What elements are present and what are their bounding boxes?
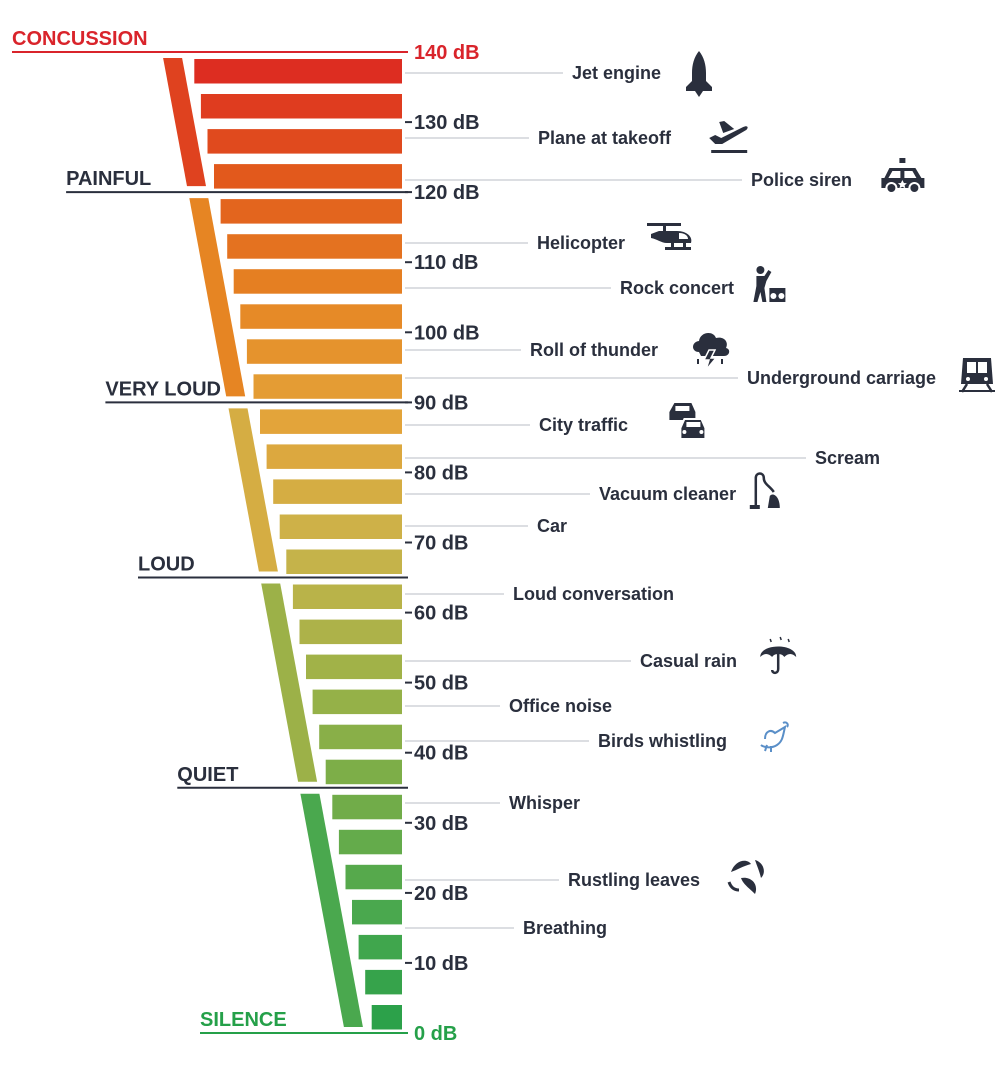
sound-label: Rock concert	[620, 278, 734, 298]
tick-label: 20 dB	[414, 883, 468, 905]
sound-label: Rustling leaves	[568, 870, 700, 890]
sound-label: Jet engine	[572, 63, 661, 83]
thunder-cloud-icon	[693, 332, 730, 371]
level-bar	[260, 409, 402, 434]
level-bar	[246, 339, 402, 364]
sound-label: Plane at takeoff	[538, 128, 672, 148]
tick-label: 40 dB	[414, 743, 468, 765]
tick-label: 30 dB	[414, 813, 468, 835]
level-bar	[352, 899, 402, 925]
level-bar	[214, 164, 402, 189]
bird-icon	[760, 721, 789, 752]
sound-label: Scream	[815, 448, 880, 468]
level-bar	[345, 864, 402, 890]
umbrella-icon	[760, 636, 797, 675]
level-bar	[371, 1005, 402, 1030]
zone-label: SILENCE	[200, 1009, 287, 1031]
tick-label: 120 dB	[414, 182, 480, 204]
level-bar	[194, 59, 402, 84]
level-bar	[207, 129, 402, 154]
zone-label: PAINFUL	[66, 168, 151, 190]
vacuum-cleaner-icon	[749, 472, 780, 509]
wedge-segment	[228, 408, 278, 572]
outer-wedge	[163, 58, 363, 1027]
level-bar	[253, 374, 402, 399]
level-bar	[332, 794, 402, 820]
wedge-segment	[189, 198, 246, 397]
level-bar	[266, 444, 402, 469]
rock-concert-icon	[753, 266, 786, 302]
wedge-segment	[261, 583, 318, 782]
level-bar	[325, 759, 402, 785]
train-icon	[959, 358, 995, 393]
sound-label: Casual rain	[640, 651, 737, 671]
helicopter-icon	[647, 223, 692, 250]
level-bar	[240, 304, 402, 329]
sound-label: Roll of thunder	[530, 340, 658, 360]
level-bar	[306, 654, 402, 680]
tick-label: 70 dB	[414, 533, 468, 555]
tick-label: 60 dB	[414, 603, 468, 625]
tick-label: 50 dB	[414, 673, 468, 695]
sound-label: Breathing	[523, 918, 607, 938]
level-bar	[233, 269, 402, 294]
level-bar	[338, 829, 402, 855]
sound-label: Helicopter	[537, 233, 625, 253]
tick-label: 0 dB	[414, 1023, 457, 1045]
sound-label: Car	[537, 516, 567, 536]
zone-label: CONCUSSION	[12, 28, 148, 50]
tick-label: 100 dB	[414, 322, 480, 344]
level-bar	[292, 584, 402, 609]
level-bar	[279, 514, 402, 539]
tick-label: 110 dB	[414, 252, 478, 274]
db-axis: 140 dB 130 dB 120 dB 110 dB 100 dB 90 dB 80 dB…	[405, 42, 480, 1045]
sound-label: Birds whistling	[598, 731, 727, 751]
tick-label: 90 dB	[414, 392, 468, 414]
zone-label: LOUD	[138, 554, 195, 576]
level-bar	[319, 724, 402, 750]
wedge-segment	[300, 793, 363, 1027]
level-bar	[200, 94, 402, 119]
traffic-cars-icon	[669, 403, 707, 440]
tick-label: 130 dB	[414, 112, 480, 134]
sound-label: Office noise	[509, 696, 612, 716]
level-bar	[286, 549, 402, 574]
level-bar	[365, 969, 402, 995]
tick-label: 10 dB	[414, 953, 468, 975]
level-bar	[312, 689, 402, 715]
sound-label: Whisper	[509, 793, 580, 813]
rocket-icon	[686, 51, 712, 97]
sound-label: Vacuum cleaner	[599, 484, 736, 504]
wedge-segment	[163, 58, 206, 187]
sound-label: Underground carriage	[747, 368, 936, 388]
level-bar	[273, 479, 402, 504]
tick-label: 80 dB	[414, 462, 468, 484]
level-bar	[220, 199, 402, 224]
zone-label: VERY LOUD	[105, 378, 221, 400]
sound-label: City traffic	[539, 415, 628, 435]
sound-label: Loud conversation	[513, 584, 674, 604]
tick-label: 140 dB	[414, 42, 480, 64]
leaves-icon	[727, 860, 764, 894]
police-car-icon	[881, 158, 925, 194]
zone-markers: CONCUSSION PAINFUL VERY LOUD LOUD QUIET SILEN…	[12, 28, 408, 1034]
sound-examples: Jet engine Plane at takeoff Police siren He…	[405, 51, 995, 938]
plane-takeoff-icon	[709, 121, 748, 153]
zone-label: QUIET	[177, 764, 238, 786]
sound-label: Police siren	[751, 170, 852, 190]
level-bars	[194, 59, 402, 1030]
level-bar	[299, 619, 402, 645]
level-bar	[227, 234, 402, 259]
level-bar	[358, 934, 402, 960]
